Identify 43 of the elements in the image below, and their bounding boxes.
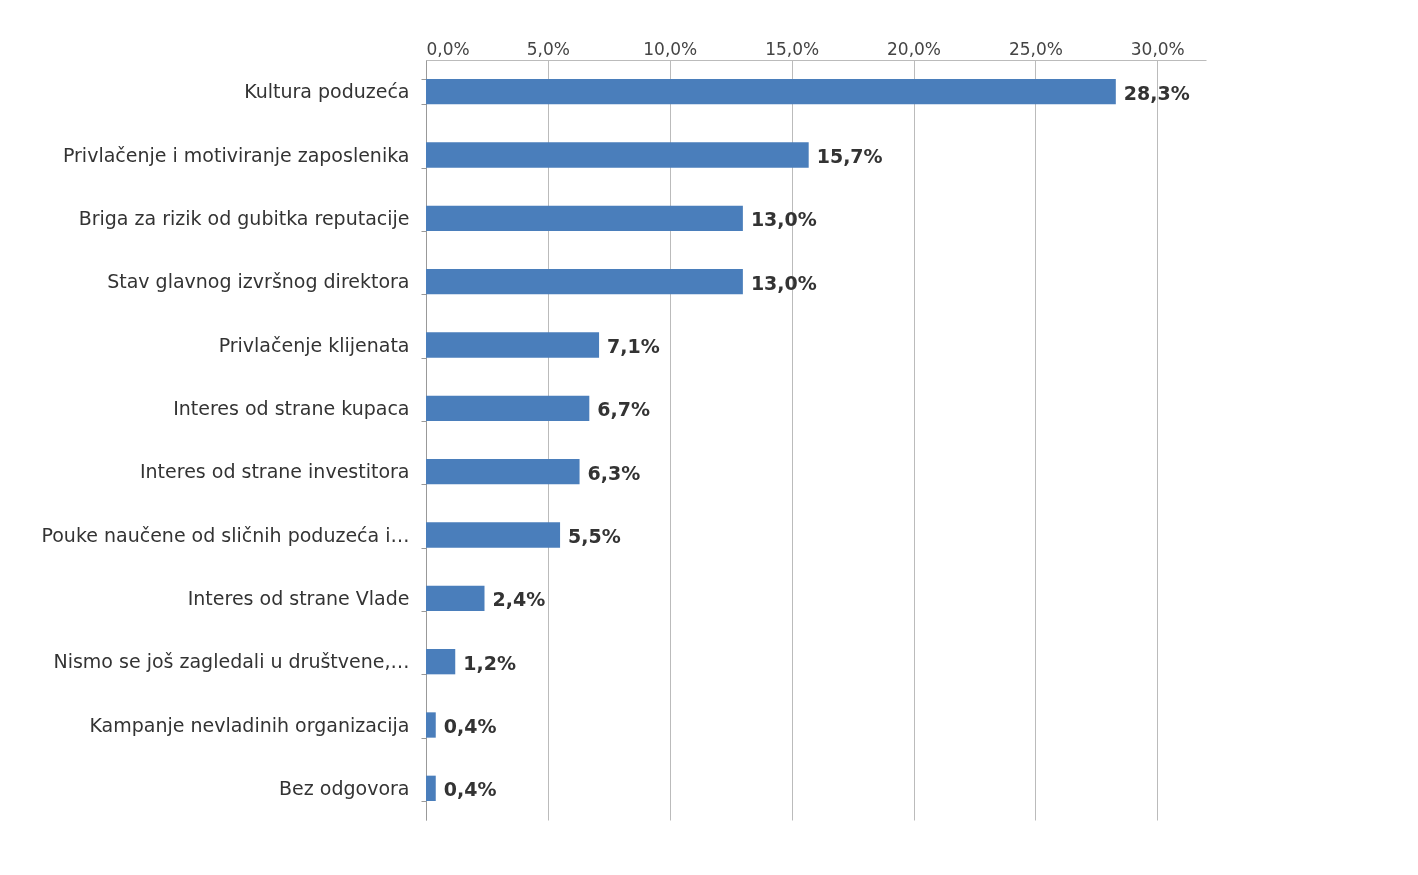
bar	[426, 522, 561, 548]
x-tick-label: 30,0%	[1130, 38, 1185, 59]
y-tick-label: Interes od strane Vlade	[187, 586, 410, 609]
y-tick-label: Interes od strane investitora	[139, 460, 410, 483]
x-tick-label: 25,0%	[1008, 38, 1063, 59]
y-tick-label: Privlačenje i motiviranje zaposlenika	[62, 143, 410, 166]
bar	[426, 649, 456, 675]
bar	[426, 205, 743, 231]
bar	[426, 395, 590, 421]
x-tick-label: 5,0%	[526, 38, 570, 59]
data-label: 2,4%	[492, 588, 546, 611]
bar	[426, 142, 809, 168]
y-tick-label: Kultura poduzeća	[244, 80, 410, 103]
x-tick-label: 10,0%	[643, 38, 698, 59]
data-label: 15,7%	[816, 145, 883, 167]
data-label: 13,0%	[750, 208, 817, 231]
data-label: 5,5%	[568, 525, 621, 547]
y-tick-label: Pouke naučene od sličnih poduzeća i…	[41, 523, 410, 546]
data-label: 1,2%	[463, 651, 516, 674]
bar	[426, 712, 436, 738]
y-tick-label: Privlačenje klijenata	[218, 333, 410, 356]
y-tick-label: Briga za rizik od gubitka reputacije	[78, 206, 410, 229]
data-label: 7,1%	[607, 335, 660, 357]
y-tick-label: Bez odgovora	[279, 776, 410, 799]
bar	[426, 269, 743, 295]
bar	[426, 79, 1116, 105]
data-label: 0,4%	[443, 715, 497, 737]
y-tick-label: Kampanje nevladinih organizacija	[89, 713, 410, 736]
y-tick-label: Interes od strane kupaca	[173, 396, 410, 419]
y-tick-label: Nismo se još zagledali u društvene,…	[53, 650, 410, 673]
y-tick-label: Stav glavnog izvršnog direktora	[107, 270, 410, 293]
data-label: 13,0%	[750, 271, 817, 294]
bar	[426, 332, 600, 358]
x-tick-label: 15,0%	[765, 38, 820, 59]
x-tick-label: 0,0%	[426, 38, 470, 59]
data-label: 6,3%	[587, 461, 641, 484]
bar	[426, 585, 485, 611]
data-label: 0,4%	[443, 778, 497, 801]
bar	[426, 775, 436, 801]
x-tick-label: 20,0%	[886, 38, 942, 59]
data-label: 28,3%	[1123, 81, 1190, 104]
bar	[426, 459, 580, 485]
data-label: 6,7%	[597, 398, 651, 421]
